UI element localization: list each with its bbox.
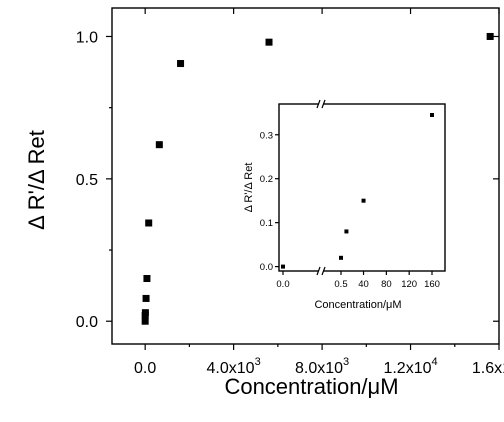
x-tick-label-base: 4.0x10 <box>207 360 255 377</box>
data-point <box>141 317 149 325</box>
inset-x-axis-break <box>321 266 326 276</box>
inset-x-axis-break-top <box>316 99 321 109</box>
inset-x-axis-break-top <box>321 99 326 109</box>
inset-frame <box>278 103 446 272</box>
inset-data-point <box>361 198 366 203</box>
inset-data-point <box>281 264 285 269</box>
main-plot: 0.04.0x1038.0x1031.2x1041.6x1040.00.51.0… <box>24 7 504 399</box>
data-point <box>142 294 150 302</box>
inset-y-tick-label: 0.0 <box>260 262 273 273</box>
data-point <box>177 60 185 68</box>
inset-x-axis-break-gap <box>319 269 323 273</box>
inset-y-tick-label: 0.3 <box>260 130 273 141</box>
inset-x-tick-label: 0.5 <box>334 279 347 290</box>
y-tick-label: 1.0 <box>76 29 98 46</box>
inset-data-point <box>344 229 349 234</box>
main-plot-frame <box>111 7 500 345</box>
y-tick-label: 0.5 <box>76 172 98 189</box>
x-tick-label: 1.6x104 <box>472 356 504 377</box>
inset-x-axis-title: Concentration/μM <box>314 299 401 311</box>
inset-x-axis-break <box>316 266 321 276</box>
data-point <box>141 309 149 317</box>
x-tick-label: 1.2x104 <box>383 356 437 377</box>
data-point <box>486 32 494 40</box>
x-tick-label-base: 1.2x10 <box>383 360 431 377</box>
inset-x-tick-label: 120 <box>401 279 417 290</box>
inset-plot: 0.0 0.5 40 80 120 160 0.0 0.1 0.2 0.3 Concentratio… <box>243 99 446 311</box>
x-tick-label-base: 1.6x10 <box>472 360 504 377</box>
inset-data-point <box>430 112 434 117</box>
inset-y-tick-label: 0.1 <box>260 218 273 229</box>
y-axis-title: Δ R'/Δ Ret <box>24 130 49 230</box>
y-tick-label: 0.0 <box>76 314 98 331</box>
data-point <box>265 38 273 46</box>
x-tick-label: 4.0x103 <box>207 356 261 377</box>
x-tick-label-base: 8.0x10 <box>295 360 343 377</box>
inset-x-tick-label: 80 <box>381 279 392 290</box>
x-axis-title: Concentration/μM <box>224 374 398 399</box>
inset-y-axis-title: Δ R'/Δ Ret <box>243 163 255 213</box>
x-tick-label-exponent: 3 <box>255 356 261 368</box>
data-point <box>145 219 153 227</box>
inset-x-tick-label: 160 <box>424 279 440 290</box>
x-tick-label: 0.0 <box>134 360 156 377</box>
x-tick-label-base: 0.0 <box>134 360 156 377</box>
inset-data-point <box>339 255 343 260</box>
data-point <box>143 275 151 283</box>
x-tick-label-exponent: 4 <box>432 356 438 368</box>
x-tick-label-exponent: 3 <box>343 356 349 368</box>
inset-x-axis-break-top-gap <box>319 102 323 106</box>
inset-x-tick-label: 40 <box>358 279 369 290</box>
x-tick-label: 8.0x103 <box>295 356 349 377</box>
inset-y-tick-label: 0.2 <box>260 174 273 185</box>
data-point <box>155 141 163 149</box>
inset-x-tick-label: 0.0 <box>276 279 289 290</box>
